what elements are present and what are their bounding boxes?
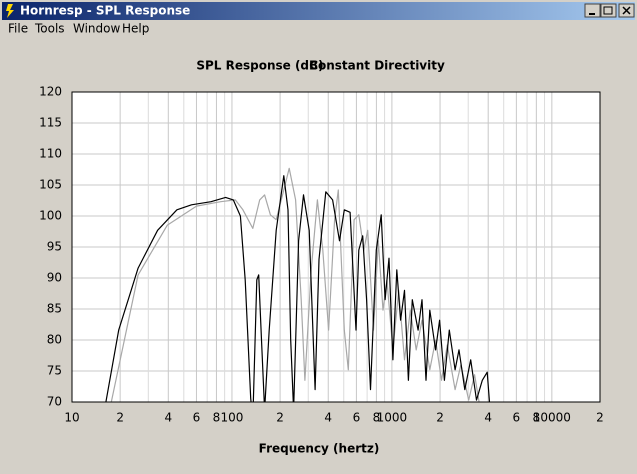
- menu-item[interactable]: File: [8, 22, 28, 36]
- x-tick-label: 6: [513, 411, 521, 425]
- x-tick-label: 8: [373, 411, 381, 425]
- x-tick-label: 4: [484, 411, 492, 425]
- x-tick-label: 8: [213, 411, 221, 425]
- minimize-button[interactable]: [584, 3, 601, 18]
- x-tick-label: 4: [164, 411, 172, 425]
- plot-border: [71, 91, 601, 403]
- x-tick-label: 10000: [533, 411, 571, 425]
- y-tick-label: 105: [39, 178, 62, 192]
- window-buttons[interactable]: [584, 3, 635, 18]
- x-tick-label: 1000: [377, 411, 408, 425]
- x-tick-label: 10: [64, 411, 79, 425]
- x-axis-label: Frequency (hertz): [259, 442, 380, 456]
- x-tick-label: 4: [324, 411, 332, 425]
- title-bar: [2, 2, 635, 20]
- maximize-icon: [603, 6, 613, 15]
- x-tick-label: 8: [533, 411, 541, 425]
- chart-title: SPL Response (dB): [196, 59, 323, 73]
- x-tick-label: 6: [353, 411, 361, 425]
- y-tick-label: 95: [47, 240, 62, 254]
- maximize-button[interactable]: [600, 3, 617, 18]
- grid: [71, 91, 601, 403]
- x-tick-label: 2: [276, 411, 284, 425]
- curves: [105, 167, 491, 402]
- spl-curve: [110, 167, 480, 402]
- menu-item[interactable]: Tools: [34, 22, 65, 36]
- menu-item[interactable]: Window: [73, 22, 121, 36]
- close-icon: [622, 6, 631, 15]
- y-tick-label: 75: [47, 364, 62, 378]
- window-title: Hornresp - SPL Response: [20, 4, 190, 18]
- y-tick-label: 85: [47, 302, 62, 316]
- y-tick-label: 120: [39, 85, 62, 99]
- x-tick-label: 100: [220, 411, 243, 425]
- y-tick-label: 115: [39, 116, 62, 130]
- y-tick-label: 100: [39, 209, 62, 223]
- y-tick-label: 90: [47, 271, 62, 285]
- y-tick-label: 70: [47, 395, 62, 409]
- chart-subtitle: Constant Directivity: [309, 59, 445, 73]
- y-tick-label: 80: [47, 333, 62, 347]
- x-tick-label: 2: [436, 411, 444, 425]
- app-icon: [6, 4, 14, 18]
- y-tick-label: 110: [39, 147, 62, 161]
- x-tick-label: 6: [193, 411, 201, 425]
- menu-item[interactable]: Help: [122, 22, 149, 36]
- x-tick-label: 2: [596, 411, 604, 425]
- spl-curve: [105, 175, 491, 402]
- x-tick-label: 2: [116, 411, 124, 425]
